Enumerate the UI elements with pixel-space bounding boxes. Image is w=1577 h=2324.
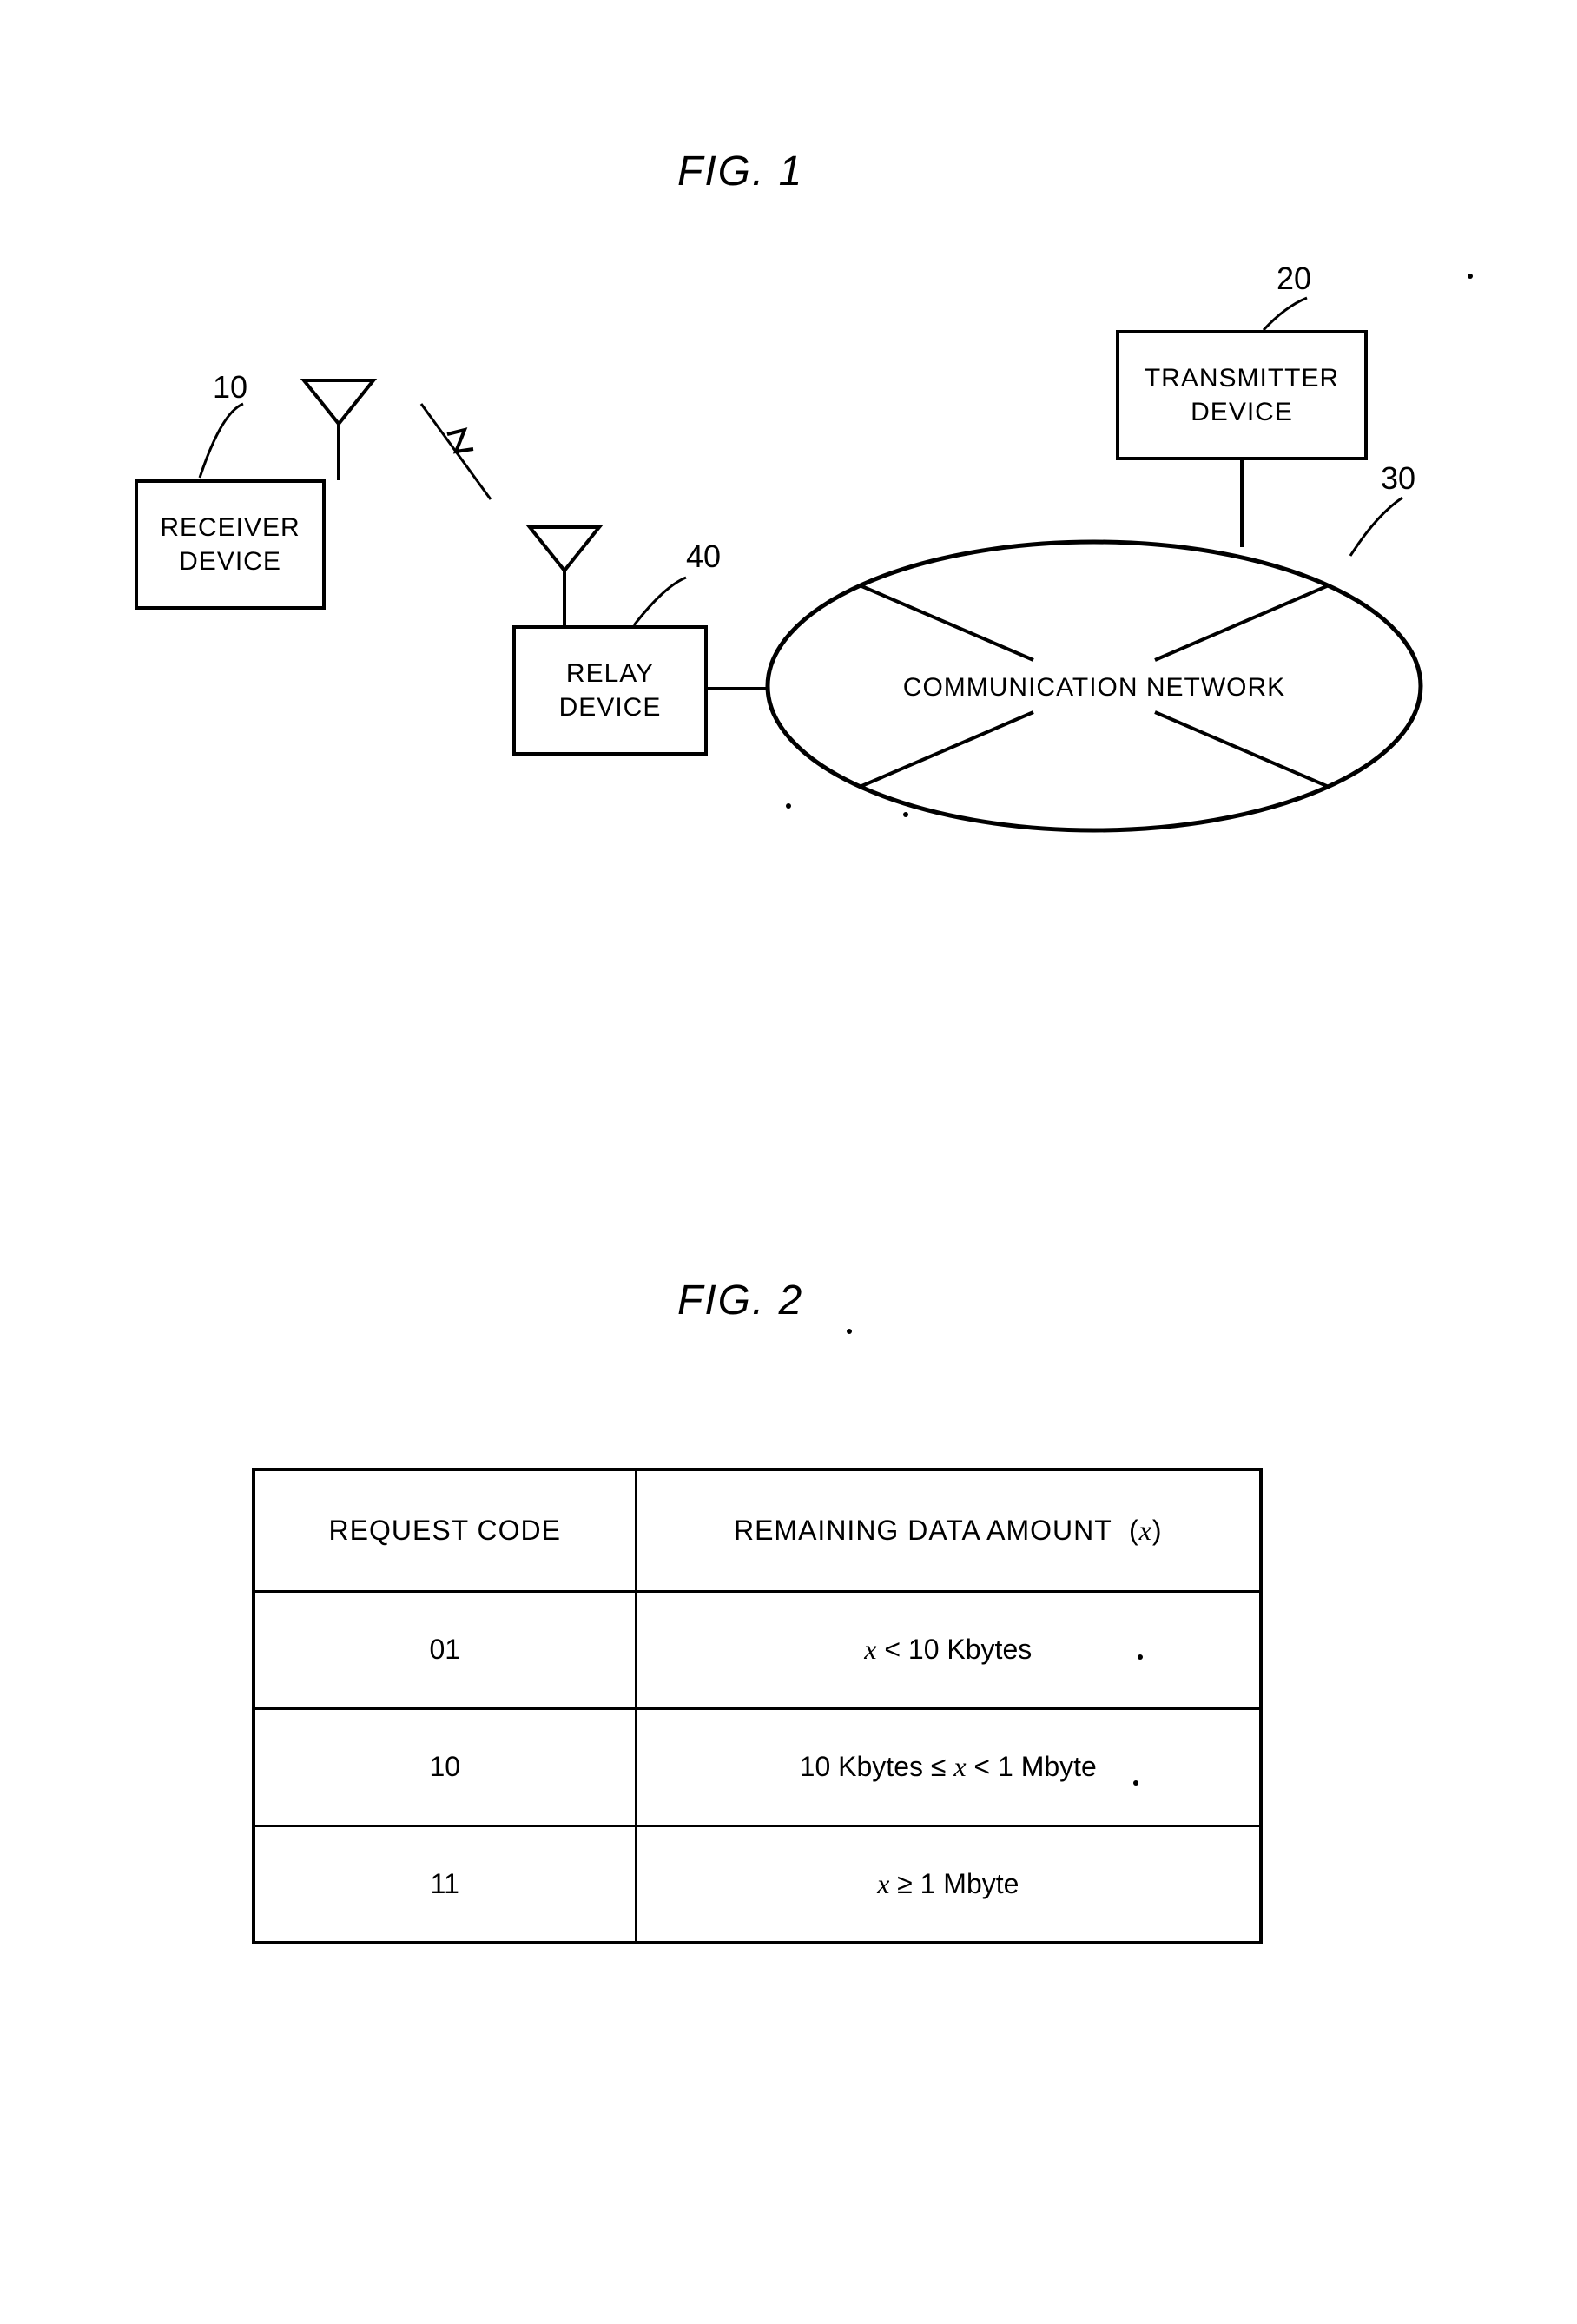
table-row: 11 x ≥ 1 Mbyte [254,1826,1261,1943]
table-header-row: REQUEST CODE REMAINING DATA AMOUNT (x) [254,1469,1261,1591]
fig2-title: FIG. 2 [677,1277,803,1324]
code-cell: 01 [254,1591,636,1708]
transmitter-network-wire [1237,460,1246,547]
network-label: COMMUNICATION NETWORK [834,673,1355,703]
artifact-dot [847,1329,852,1334]
receiver-callout-line [191,399,261,486]
table-row: 01 x < 10 Kbytes [254,1591,1261,1708]
network-callout: 30 [1381,460,1415,497]
receiver-antenna [295,372,382,485]
transmitter-callout: 20 [1277,261,1311,297]
wireless-signal [404,395,508,508]
range-cell: x < 10 Kbytes [636,1591,1261,1708]
artifact-dot [903,812,908,817]
relay-label: RELAYDEVICE [559,657,662,724]
artifact-dot [1468,274,1473,279]
code-cell: 11 [254,1826,636,1943]
relay-box: RELAYDEVICE [512,625,708,756]
header-remaining-data: REMAINING DATA AMOUNT (x) [636,1469,1261,1591]
fig1-title: FIG. 1 [677,148,803,195]
table-row: 10 10 Kbytes ≤ x < 1 Mbyte [254,1708,1261,1826]
receiver-label: RECEIVERDEVICE [160,511,300,578]
transmitter-box: TRANSMITTERDEVICE [1116,330,1368,460]
request-code-table: REQUEST CODE REMAINING DATA AMOUNT (x) 0… [252,1468,1263,1944]
relay-callout: 40 [686,538,721,575]
receiver-box: RECEIVERDEVICE [135,479,326,610]
transmitter-label: TRANSMITTERDEVICE [1145,361,1339,429]
artifact-dot [786,803,791,809]
range-cell: x ≥ 1 Mbyte [636,1826,1261,1943]
relay-network-wire [708,684,769,693]
header-request-code: REQUEST CODE [254,1469,636,1591]
relay-antenna [521,518,608,631]
range-cell: 10 Kbytes ≤ x < 1 Mbyte [636,1708,1261,1826]
artifact-dot [1138,1654,1143,1660]
code-cell: 10 [254,1708,636,1826]
artifact-dot [1133,1780,1138,1786]
